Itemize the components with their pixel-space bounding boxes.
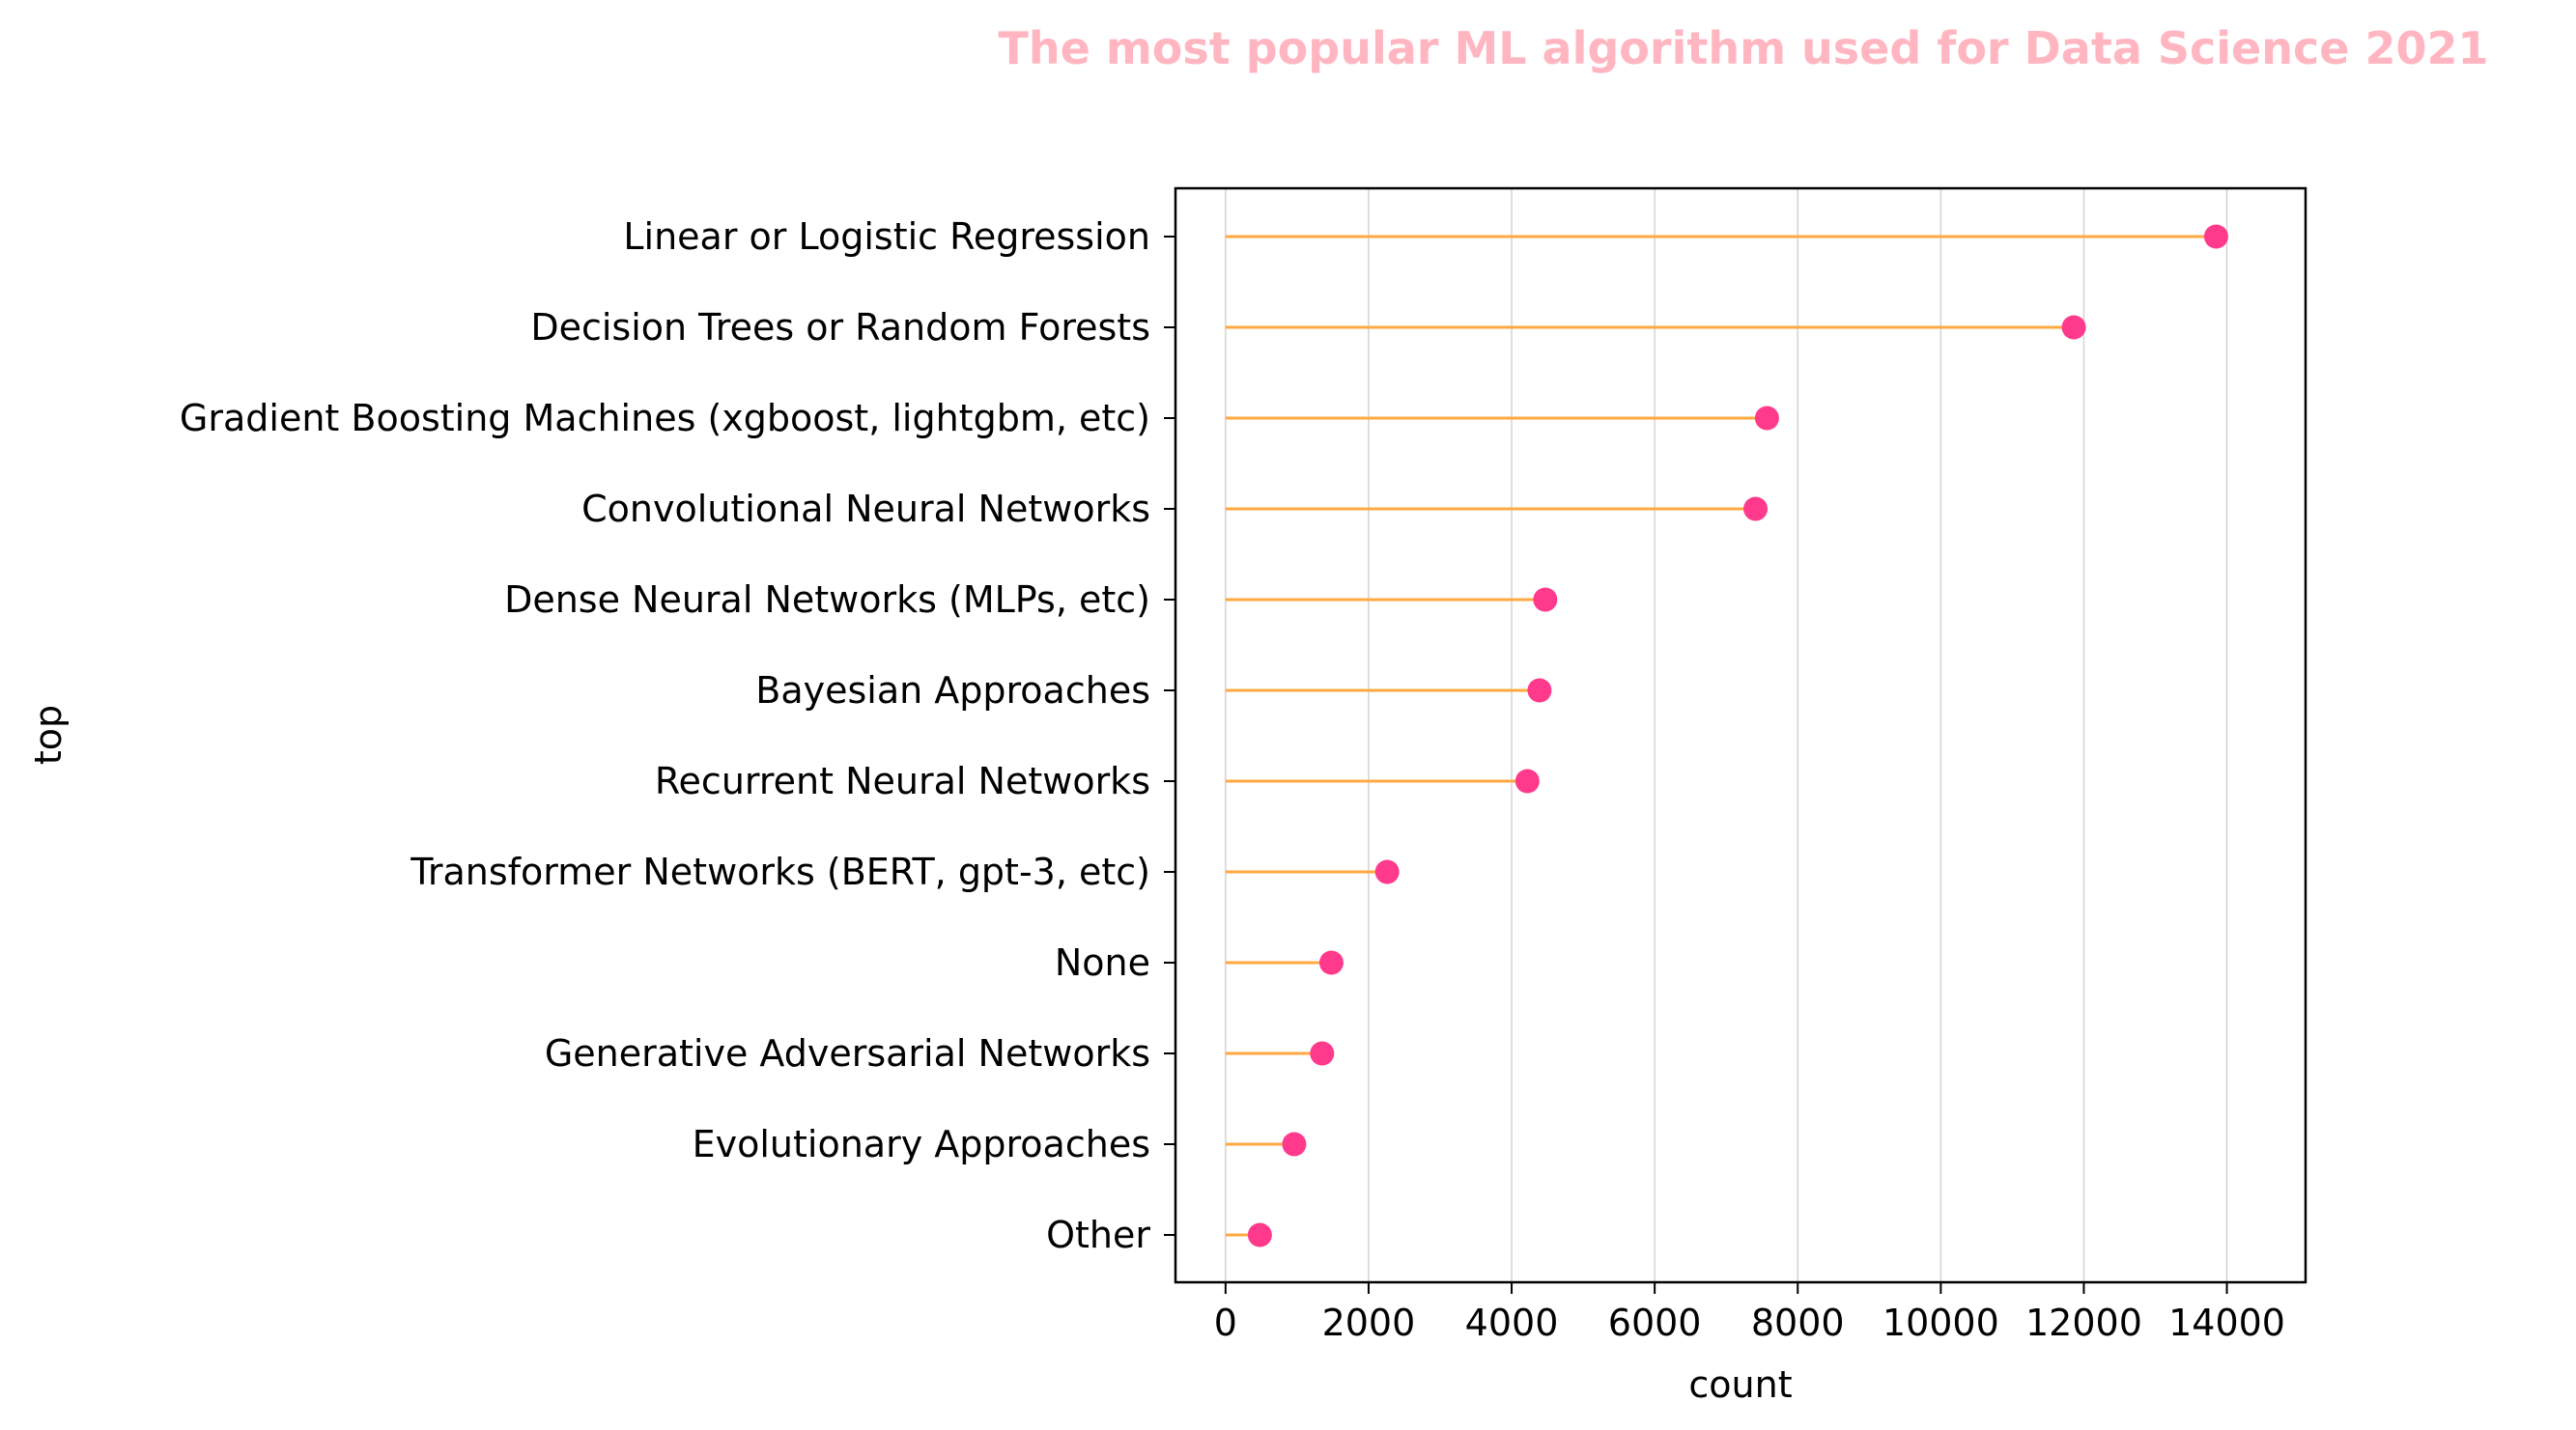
- y-tick-label: None: [1055, 941, 1150, 984]
- lollipop-stems: [1225, 235, 2217, 1237]
- y-tick-label: Decision Trees or Random Forests: [530, 306, 1150, 349]
- y-tick-label: Other: [1046, 1214, 1150, 1256]
- x-tick-label: 0: [1214, 1302, 1237, 1344]
- x-axis-ticks: 0 2000 4000 6000 8000 10000 12000 14000: [1214, 1282, 2285, 1344]
- y-tick-label: Linear or Logistic Regression: [623, 215, 1150, 258]
- lollipop-marker: [1533, 587, 1558, 612]
- grid-lines: [1225, 188, 2228, 1282]
- x-tick-label: 4000: [1465, 1302, 1559, 1344]
- x-tick-label: 10000: [1882, 1302, 1999, 1344]
- x-axis-label: count: [1688, 1363, 1792, 1406]
- lollipop-marker: [1374, 859, 1400, 884]
- x-tick-label: 2000: [1322, 1302, 1416, 1344]
- lollipop-marker: [1318, 950, 1344, 975]
- chart-title: The most popular ML algorithm used for D…: [998, 22, 2488, 74]
- lollipop-marker: [1282, 1132, 1307, 1157]
- y-tick-label: Generative Adversarial Networks: [545, 1032, 1150, 1075]
- y-axis-ticks: Linear or Logistic Regression Decision Tr…: [180, 215, 1175, 1256]
- x-tick-label: 6000: [1608, 1302, 1702, 1344]
- x-tick-label: 8000: [1751, 1302, 1845, 1344]
- x-tick-label: 14000: [2168, 1302, 2285, 1344]
- y-tick-label: Bayesian Approaches: [755, 669, 1150, 712]
- lollipop-marker: [1743, 496, 1769, 521]
- lollipop-marker: [2203, 224, 2228, 249]
- lollipop-marker: [1527, 678, 1552, 703]
- lollipop-marker: [1247, 1222, 1272, 1248]
- y-tick-label: Recurrent Neural Networks: [655, 760, 1150, 802]
- y-tick-label: Dense Neural Networks (MLPs, etc): [504, 578, 1150, 621]
- lollipop-marker: [1754, 406, 1779, 431]
- lollipop-marker: [1310, 1041, 1335, 1066]
- y-tick-label: Convolutional Neural Networks: [581, 488, 1150, 530]
- lollipop-marker: [2061, 315, 2086, 340]
- y-tick-label: Gradient Boosting Machines (xgboost, lig…: [180, 397, 1150, 439]
- plot-area-frame: [1174, 186, 2307, 1284]
- y-axis-label: top: [27, 705, 70, 765]
- lollipop-markers: [1247, 224, 2228, 1248]
- y-tick-label: Transformer Networks (BERT, gpt-3, etc): [410, 851, 1150, 893]
- lollipop-marker: [1514, 769, 1540, 794]
- x-tick-label: 12000: [2025, 1302, 2142, 1344]
- y-tick-label: Evolutionary Approaches: [693, 1123, 1150, 1165]
